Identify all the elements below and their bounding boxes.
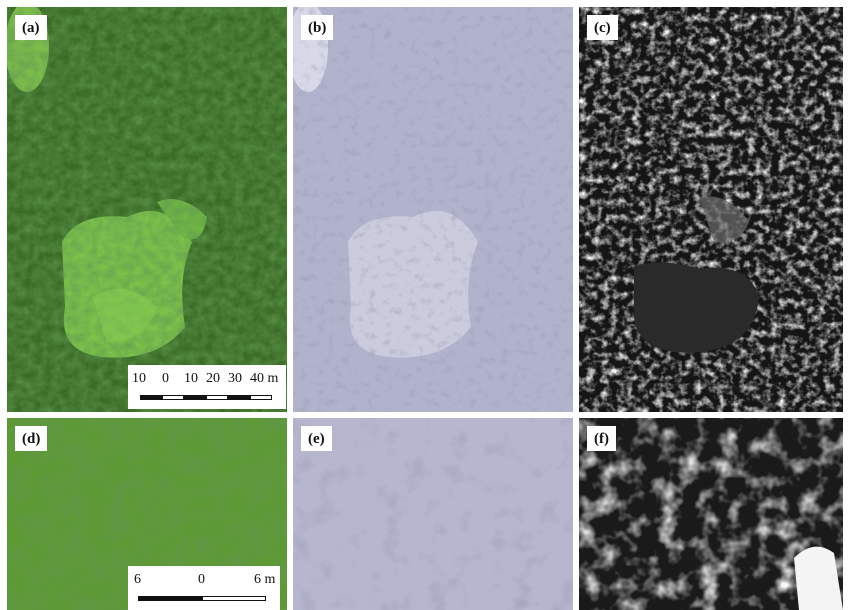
panel-label-a: (a)	[15, 15, 47, 40]
scale-tick: 40 m	[250, 371, 279, 386]
scale-bar-d-segment	[138, 596, 202, 601]
scale-tick: 20	[206, 371, 220, 386]
scale-tick: 6	[134, 572, 141, 587]
scale-tick: 10	[184, 371, 198, 386]
panel-label-e: (e)	[301, 426, 332, 451]
panel-label-b: (b)	[301, 15, 334, 40]
scale-tick: 6 m	[254, 572, 276, 587]
scale-bar-a-segment	[228, 395, 250, 400]
scale-bar-a-segment	[250, 395, 272, 400]
scale-bar-a: 10 0 10 20 30 40 m	[128, 365, 286, 409]
rgb-forest-image	[7, 7, 287, 412]
scale-bar-a-segment	[162, 395, 184, 400]
scale-tick: 30	[228, 371, 242, 386]
scale-tick: 0	[198, 572, 205, 587]
panel-e-multispectral-closeup: (e)	[293, 418, 573, 610]
scale-tick: 10	[132, 371, 146, 386]
scale-bar-d: 6 0 6 m	[128, 566, 280, 610]
panel-b-multispectral: (b)	[293, 7, 573, 412]
multispectral-image	[293, 7, 573, 412]
panel-c-grayscale: (c)	[579, 7, 843, 412]
multispectral-closeup-image	[293, 418, 573, 610]
panel-f-grayscale-closeup: (f)	[579, 418, 843, 610]
scale-bar-a-segment	[206, 395, 228, 400]
scale-bar-a-segment	[184, 395, 206, 400]
panel-label-c: (c)	[587, 15, 618, 40]
panel-a-rgb-forest: (a) 10 0 10 20 30 40 m	[7, 7, 287, 412]
grayscale-closeup-image	[579, 418, 843, 610]
panel-d-rgb-closeup: (d) 6 0 6 m	[7, 418, 287, 610]
grayscale-canopy-image	[579, 7, 843, 412]
panel-label-d: (d)	[15, 426, 48, 451]
scale-bar-d-segment	[202, 596, 266, 601]
scale-tick: 0	[162, 371, 169, 386]
scale-bar-a-segment	[140, 395, 162, 400]
panel-label-f: (f)	[587, 426, 616, 451]
